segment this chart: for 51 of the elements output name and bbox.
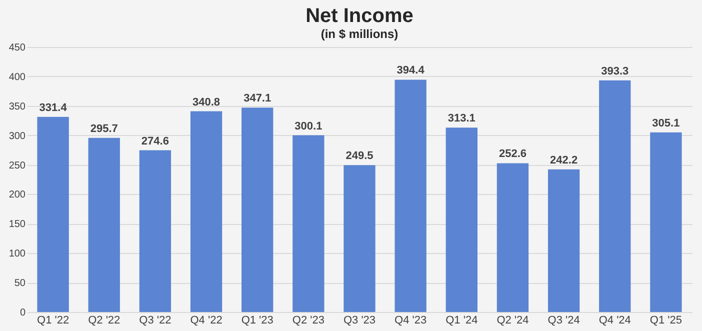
y-tick-label: 400 — [8, 72, 26, 83]
data-label: 295.7 — [90, 122, 118, 135]
data-label: 252.6 — [498, 148, 526, 160]
bar — [139, 150, 172, 312]
data-label: 274.6 — [141, 135, 169, 148]
x-tick-label: Q2 '22 — [88, 314, 120, 326]
bar — [190, 111, 222, 312]
bar — [344, 165, 376, 312]
chart-subtitle: (in $ millions) — [320, 27, 398, 41]
data-label: 347.1 — [244, 92, 272, 105]
chart-title: Net Income — [306, 5, 414, 27]
bar — [446, 128, 478, 312]
y-tick-label: 200 — [8, 190, 26, 201]
bar — [599, 80, 631, 312]
bar — [394, 80, 426, 312]
bar — [292, 135, 324, 312]
x-tick-label: Q1 '23 — [241, 314, 274, 326]
y-tick-label: 250 — [8, 160, 26, 172]
y-tick-label: 150 — [8, 219, 26, 230]
x-tick-label: Q2 '24 — [496, 314, 529, 326]
y-tick-label: 100 — [8, 248, 26, 260]
x-tick-label: Q4 '24 — [598, 314, 631, 326]
x-tick-label: Q4 '22 — [190, 314, 222, 326]
x-tick-label: Q1 '24 — [446, 314, 478, 326]
x-tick-label: Q2 '23 — [292, 314, 324, 326]
x-tick-label: Q3 '22 — [139, 314, 172, 326]
bar — [37, 116, 69, 312]
bar — [650, 132, 682, 312]
y-tick-label: 0 — [20, 308, 26, 318]
data-label: 300.1 — [294, 120, 322, 132]
y-tick-label: 450 — [8, 42, 26, 54]
data-label: 242.2 — [550, 154, 578, 166]
x-tick-label: Q4 '23 — [394, 314, 427, 326]
data-label: 394.4 — [396, 64, 426, 77]
data-label: 305.1 — [652, 117, 680, 130]
y-tick-label: 350 — [8, 101, 26, 112]
y-tick-label: 50 — [14, 278, 26, 290]
y-tick-label: 300 — [8, 130, 26, 142]
data-label: 393.3 — [601, 65, 629, 78]
data-label: 340.8 — [192, 96, 220, 108]
bar — [548, 169, 580, 312]
bar — [496, 163, 529, 312]
x-tick-label: Q1 '22 — [37, 314, 70, 326]
x-tick-label: Q1 '25 — [650, 314, 682, 326]
data-label: 331.4 — [39, 102, 68, 114]
data-label: 249.5 — [346, 150, 374, 162]
data-label: 313.1 — [448, 112, 476, 125]
x-tick-label: Q3 '23 — [343, 314, 376, 326]
x-tick-label: Q3 '24 — [548, 314, 580, 326]
bar — [242, 108, 274, 312]
bar — [88, 138, 120, 312]
